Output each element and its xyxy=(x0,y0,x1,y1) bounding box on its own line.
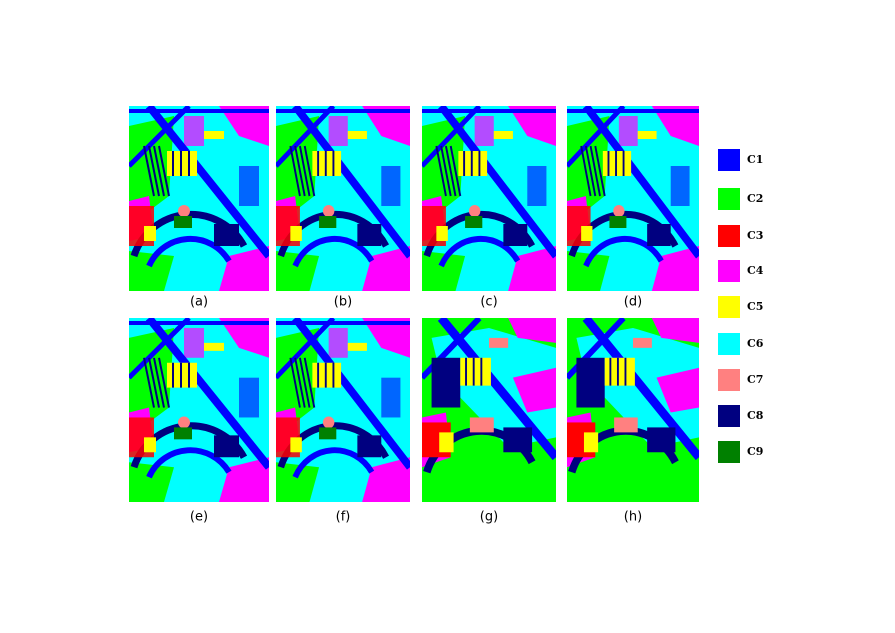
legend-label: C3 xyxy=(747,229,763,242)
panel-caption: (g) xyxy=(480,510,498,525)
legend-label: C2 xyxy=(747,192,763,205)
legend-swatch xyxy=(718,369,740,391)
classification-map xyxy=(422,106,556,291)
classification-map xyxy=(276,318,410,502)
legend-swatch xyxy=(718,225,740,247)
legend-label: C1 xyxy=(747,153,763,166)
legend-label: C5 xyxy=(747,300,763,313)
panel-caption: (e) xyxy=(190,510,208,525)
legend-swatch xyxy=(718,149,740,171)
panel-caption: (a) xyxy=(190,295,208,310)
legend-swatch xyxy=(718,333,740,355)
legend-label: C9 xyxy=(747,445,763,458)
legend-label: C8 xyxy=(747,409,764,422)
classification-map xyxy=(567,106,699,291)
legend-label: C6 xyxy=(747,337,764,350)
panel-caption: (c) xyxy=(480,295,497,310)
classification-map xyxy=(422,318,556,502)
classification-map xyxy=(129,106,269,291)
classification-map xyxy=(276,106,410,291)
legend-swatch xyxy=(718,296,740,318)
classification-map xyxy=(129,318,269,502)
legend-swatch xyxy=(718,405,740,427)
legend-swatch xyxy=(718,441,740,463)
panel-caption: (d) xyxy=(624,295,642,310)
classification-map xyxy=(567,318,699,502)
legend-swatch xyxy=(718,260,740,282)
legend-swatch xyxy=(718,188,740,210)
legend-label: C4 xyxy=(747,264,764,277)
panel-caption: (h) xyxy=(624,510,642,525)
panel-caption: (f) xyxy=(336,510,351,525)
legend-label: C7 xyxy=(747,373,763,386)
panel-caption: (b) xyxy=(334,295,352,310)
